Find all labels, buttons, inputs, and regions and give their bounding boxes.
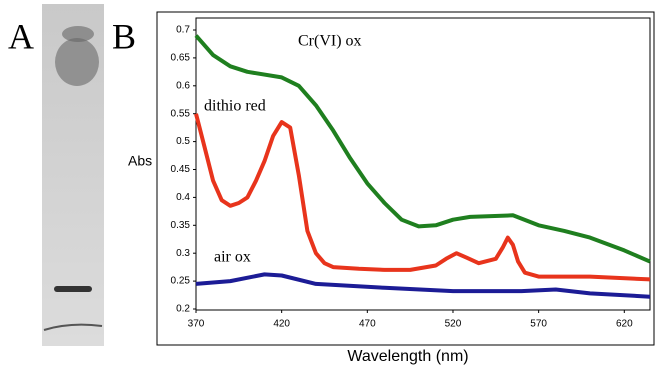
figure: A B Abs Wavelength (nm) 0.2 0.25 0.3 0.35 0.… — [0, 0, 663, 369]
x-axis-label: Wavelength (nm) — [347, 348, 468, 365]
x-tick-label: 370 — [188, 319, 205, 330]
x-tick-label: 620 — [616, 319, 633, 330]
y-tick-label: 0.3 — [176, 248, 190, 259]
data-line — [196, 114, 650, 280]
x-tick-label: 470 — [359, 319, 376, 330]
y-tick-label: 0.65 — [171, 53, 191, 64]
series-label: Cr(VI) ox — [298, 33, 362, 50]
y-tick-label: 0.55 — [171, 108, 191, 119]
y-tick-label: 0.5 — [176, 136, 190, 147]
gel-smear — [62, 26, 94, 42]
y-tick-label: 0.45 — [171, 164, 191, 175]
panel-label: B — [112, 16, 136, 56]
gel-smear — [55, 38, 99, 86]
y-tick-label: 0.2 — [176, 304, 190, 315]
data-line — [196, 36, 650, 262]
panel-label: A — [8, 16, 34, 56]
x-tick-label: 420 — [273, 319, 290, 330]
x-tick-label: 570 — [530, 319, 547, 330]
y-tick-label: 0.6 — [176, 80, 190, 91]
series-label: air ox — [214, 249, 251, 266]
y-tick-label: 0.4 — [176, 192, 190, 203]
series-label: dithio red — [204, 98, 266, 115]
y-axis-label: Abs — [128, 153, 152, 169]
y-tick-label: 0.7 — [176, 25, 190, 36]
y-tick-label: 0.35 — [171, 220, 191, 231]
x-tick-label: 520 — [445, 319, 462, 330]
y-tick-label: 0.25 — [171, 276, 191, 287]
gel-band — [54, 286, 92, 292]
chart-frame — [157, 12, 654, 345]
